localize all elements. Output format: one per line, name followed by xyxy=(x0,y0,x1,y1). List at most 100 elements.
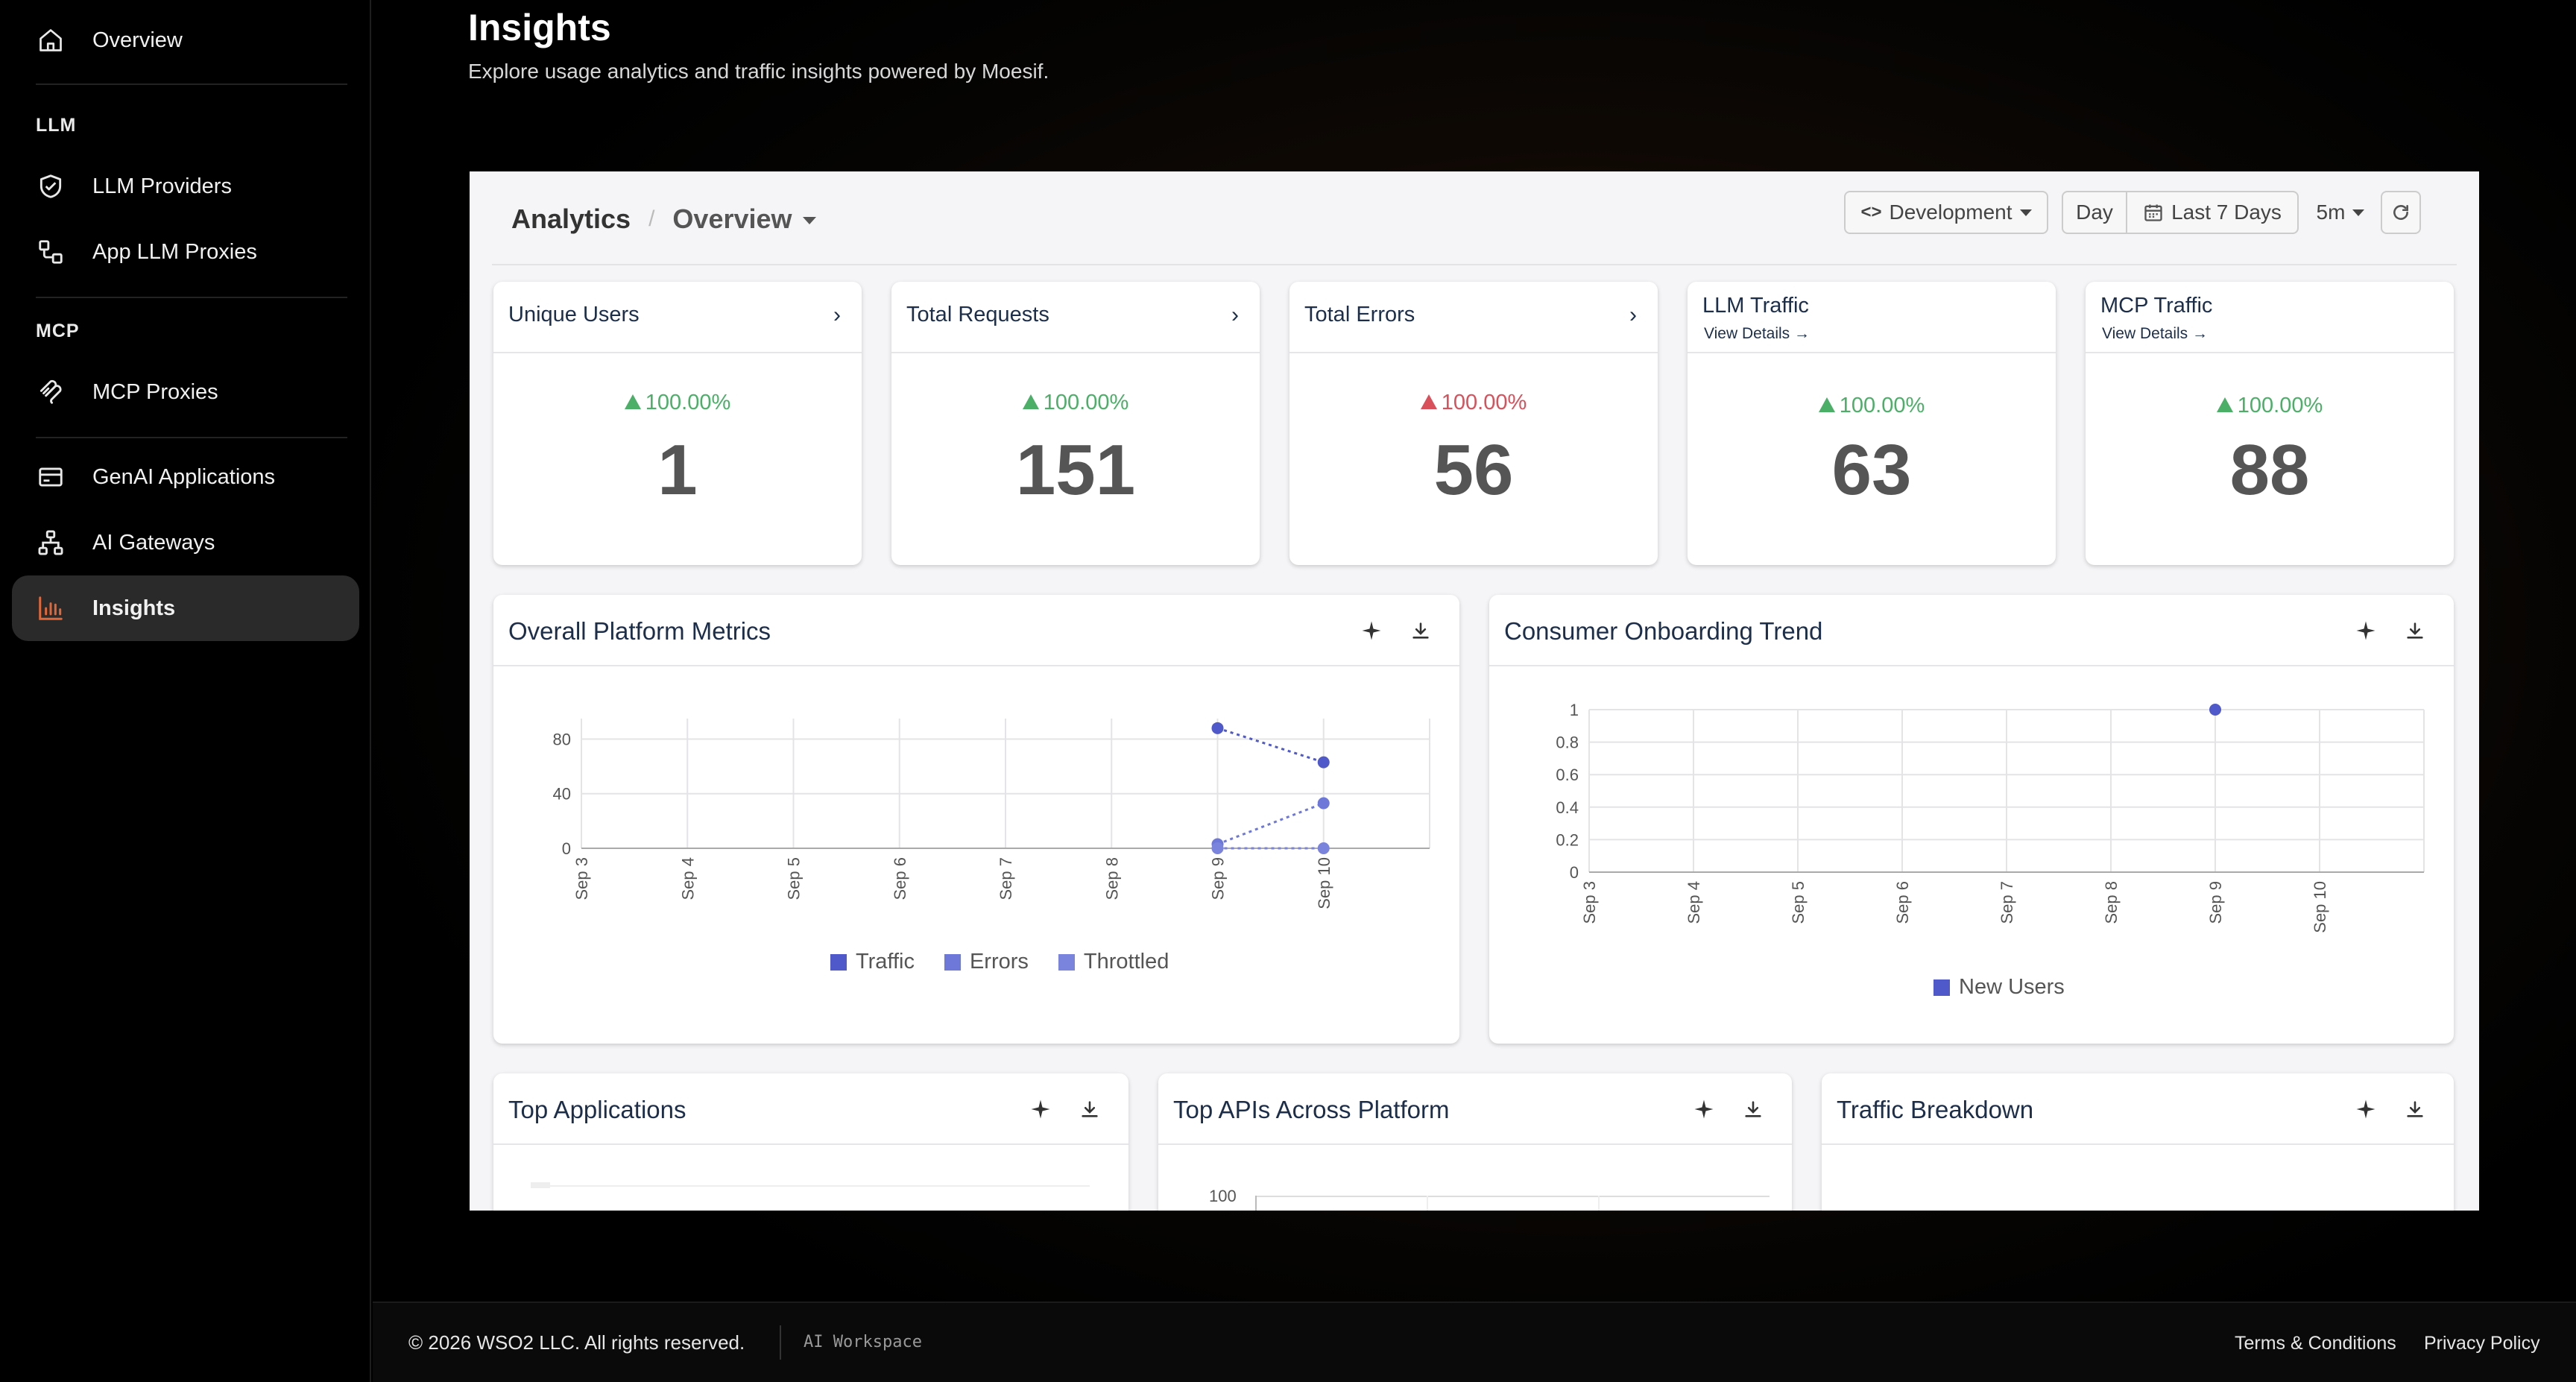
kpi-title: Unique Users xyxy=(508,303,640,326)
caret-down-icon xyxy=(2019,209,2032,216)
x-tick-label: Sep 3 xyxy=(1580,881,1599,924)
arrow-up-icon xyxy=(1022,394,1039,409)
refresh-interval-label: 5m xyxy=(2316,201,2346,224)
kpi-change-value: 100.00% xyxy=(1441,391,1527,414)
date-range-button[interactable]: Last 7 Days xyxy=(2126,191,2299,234)
data-point xyxy=(2209,704,2221,716)
onboarding-trend-chart: 0 0.2 0.4 0.6 0.8 1 Sep 3 Sep 4 Sep 5 Sep 6 Sep 7 S… xyxy=(1556,701,2425,933)
privacy-link[interactable]: Privacy Policy xyxy=(2424,1333,2540,1354)
sidebar-item-label: MCP Proxies xyxy=(92,379,218,404)
view-details-link[interactable]: View Details → xyxy=(2102,325,2208,342)
kpi-change-value: 100.00% xyxy=(1839,394,1925,417)
granularity-label: Day xyxy=(2076,201,2113,224)
sidebar-item-label: Insights xyxy=(92,596,176,620)
download-icon[interactable] xyxy=(2399,614,2431,647)
x-tick-label: Sep 10 xyxy=(1315,857,1333,909)
sidebar-item-overview[interactable]: Overview xyxy=(12,7,359,73)
divider xyxy=(36,437,347,438)
card-title: Consumer Onboarding Trend xyxy=(1504,617,1823,645)
breadcrumb-analytics[interactable]: Analytics xyxy=(511,203,631,234)
download-icon[interactable] xyxy=(1737,1093,1770,1126)
chart-axis xyxy=(1255,1196,1257,1211)
y-tick-label: 100 xyxy=(1209,1187,1237,1205)
terms-link[interactable]: Terms & Conditions xyxy=(2235,1333,2396,1354)
code-icon: <> xyxy=(1860,202,1882,222)
kpi-change: 100.00% xyxy=(1688,394,2056,418)
kpi-value: 63 xyxy=(1831,430,1912,510)
mcp-icon xyxy=(36,377,66,407)
chart-gridline xyxy=(1427,1196,1428,1211)
y-tick-label: 0.8 xyxy=(1556,733,1579,752)
platform-metrics-card: Overall Platform Metrics 0 40 80 Sep 3 Sep 4… xyxy=(493,595,1459,1044)
granularity-button[interactable]: Day xyxy=(2062,191,2127,234)
sparkle-icon[interactable] xyxy=(1355,614,1388,647)
x-tick-label: Sep 7 xyxy=(1998,881,2016,924)
chevron-right-icon[interactable]: › xyxy=(1629,303,1637,327)
download-icon[interactable] xyxy=(2399,1093,2431,1126)
kpi-change: 100.00% xyxy=(493,391,862,415)
sidebar-item-genai-applications[interactable]: GenAI Applications xyxy=(12,444,359,510)
route-icon xyxy=(36,237,66,267)
sidebar-item-ai-gateways[interactable]: AI Gateways xyxy=(12,510,359,575)
kpi-title: MCP Traffic xyxy=(2100,294,2213,318)
kpi-card-total-requests[interactable]: Total Requests › 100.00% 151 xyxy=(891,282,1260,565)
arrow-up-icon xyxy=(1420,394,1437,409)
main-content: Insights Explore usage analytics and tra… xyxy=(373,0,2576,1301)
copyright-text: © 2026 WSO2 LLC. All rights reserved. xyxy=(408,1331,745,1354)
legend-item-traffic[interactable]: Traffic xyxy=(830,950,915,974)
legend-item-errors[interactable]: Errors xyxy=(944,950,1029,974)
card-header xyxy=(1289,282,1658,353)
divider xyxy=(780,1325,781,1360)
chart-gridline xyxy=(1598,1196,1600,1211)
kpi-change: 100.00% xyxy=(2086,394,2454,418)
y-tick-label: 0.4 xyxy=(1556,798,1579,817)
header-divider xyxy=(492,264,2457,265)
chart-legend: New Users xyxy=(1933,975,2094,1000)
view-dropdown[interactable]: Overview xyxy=(672,203,816,235)
kpi-value: 88 xyxy=(2229,430,2310,510)
x-tick-label: Sep 4 xyxy=(678,857,697,900)
view-details-link[interactable]: View Details → xyxy=(1704,325,1810,342)
sparkle-icon[interactable] xyxy=(2349,1093,2382,1126)
refresh-button[interactable] xyxy=(2381,191,2421,234)
footer: © 2026 WSO2 LLC. All rights reserved. AI… xyxy=(373,1301,2576,1382)
download-icon[interactable] xyxy=(1073,1093,1106,1126)
sparkle-icon[interactable] xyxy=(1024,1093,1057,1126)
divider xyxy=(36,297,347,298)
section-label-mcp: MCP xyxy=(36,321,80,341)
card-title: Overall Platform Metrics xyxy=(508,617,771,645)
x-tick-label: Sep 10 xyxy=(2311,881,2329,933)
refresh-interval-dropdown[interactable]: 5m xyxy=(2309,191,2372,234)
shield-handshake-icon xyxy=(36,171,66,201)
legend-label: Throttled xyxy=(1083,950,1169,974)
kpi-card-total-errors[interactable]: Total Errors › 100.00% 56 xyxy=(1289,282,1658,565)
kpi-card-unique-users[interactable]: Unique Users › 100.00% 1 xyxy=(493,282,862,565)
chevron-right-icon[interactable]: › xyxy=(1231,303,1239,327)
sidebar-item-mcp-proxies[interactable]: MCP Proxies xyxy=(12,359,359,425)
arrow-up-icon xyxy=(2216,397,2233,412)
sidebar-item-llm-providers[interactable]: LLM Providers xyxy=(12,154,359,219)
legend-item-new-users[interactable]: New Users xyxy=(1933,975,2065,1000)
legend-swatch xyxy=(830,953,847,971)
download-icon[interactable] xyxy=(1404,614,1437,647)
sparkle-icon[interactable] xyxy=(1688,1093,1720,1126)
sidebar-item-label: AI Gateways xyxy=(92,530,215,555)
sidebar-item-label: GenAI Applications xyxy=(92,464,276,489)
y-tick-label: 1 xyxy=(1570,701,1579,719)
chart-legend: Traffic Errors Throttled xyxy=(830,950,1199,974)
kpi-title: Total Requests xyxy=(906,303,1049,326)
sidebar-item-app-llm-proxies[interactable]: App LLM Proxies xyxy=(12,219,359,285)
sparkle-icon[interactable] xyxy=(2349,614,2382,647)
breadcrumb-separator: / xyxy=(648,206,655,231)
y-tick-label: 0 xyxy=(562,839,571,858)
card-header xyxy=(1822,1073,2454,1145)
x-tick-label: Sep 6 xyxy=(1893,881,1912,924)
sidebar-item-insights[interactable]: Insights xyxy=(12,575,359,641)
chevron-right-icon[interactable]: › xyxy=(833,303,841,327)
data-point xyxy=(1317,842,1330,854)
legend-item-throttled[interactable]: Throttled xyxy=(1058,950,1169,974)
data-point xyxy=(1211,842,1224,854)
y-tick-label: 0.6 xyxy=(1556,766,1579,784)
data-point xyxy=(1317,756,1330,769)
environment-dropdown[interactable]: <> Development xyxy=(1844,191,2048,234)
